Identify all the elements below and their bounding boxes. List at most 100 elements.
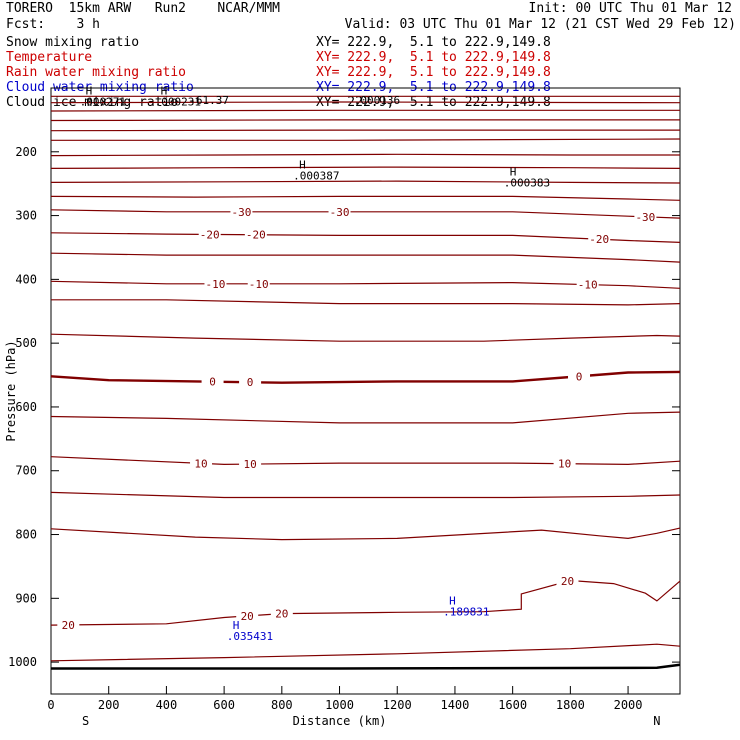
isotherm-label: 20 xyxy=(275,608,288,621)
isotherm-label: -10 xyxy=(578,279,598,292)
isotherm-line xyxy=(50,370,681,384)
y-tick-label: 600 xyxy=(15,400,37,414)
cloud-water-max-marker: H xyxy=(449,595,456,608)
isotherm-line xyxy=(50,643,681,662)
x-tick-label: 200 xyxy=(98,698,120,712)
isotherm-label: -30 xyxy=(635,211,655,224)
x-tick-label: 0 xyxy=(47,698,54,712)
isotherm-line xyxy=(50,252,681,263)
x-tick-label: 400 xyxy=(156,698,178,712)
legend-snow-xy: XY= 222.9, 5.1 to 222.9,149.8 xyxy=(316,35,551,50)
isotherm-label-bg xyxy=(190,457,213,470)
legend-temperature-xy: XY= 222.9, 5.1 to 222.9,149.8 xyxy=(316,50,551,65)
x-tick-label: 2000 xyxy=(614,698,643,712)
south-label: S xyxy=(82,714,89,728)
x-tick-label: 800 xyxy=(271,698,293,712)
cloud-ice-max-value: -61.37 xyxy=(189,94,229,107)
isotherm-label: -10 xyxy=(249,278,269,291)
legend-rain-label: Rain water mixing ratio xyxy=(6,65,187,80)
isotherm-label: 0 xyxy=(209,376,216,389)
header-valid: Valid: 03 UTC Thu 01 Mar 12 (21 CST Wed … xyxy=(344,17,736,32)
header-init: Init: 00 UTC Thu 01 Mar 12 xyxy=(528,1,733,16)
y-tick-label: 200 xyxy=(15,145,37,159)
isotherm-label-bg xyxy=(201,375,224,388)
isotherm-label-bg xyxy=(244,228,267,241)
isotherm-label-bg xyxy=(568,370,591,383)
isotherm-label-bg xyxy=(270,607,293,620)
isotherm-label-bg xyxy=(247,277,270,290)
isotherm-label-bg xyxy=(230,205,253,218)
isotherm-line xyxy=(50,456,681,466)
isotherm-label: 20 xyxy=(561,575,574,588)
cloud-ice-max-value: .000136 xyxy=(354,94,400,107)
y-tick-label: 800 xyxy=(15,528,37,542)
isotherm-label: -30 xyxy=(330,206,350,219)
isotherm-line xyxy=(50,119,680,122)
y-tick-label: 700 xyxy=(15,464,37,478)
cloud-water-max-value: .189831 xyxy=(443,606,489,619)
y-tick-label: 1000 xyxy=(8,655,37,669)
y-tick-label: 900 xyxy=(15,591,37,605)
isotherm-label-bg xyxy=(239,458,262,471)
y-tick-label: 500 xyxy=(15,336,37,350)
isotherm-line xyxy=(51,138,681,141)
isotherm-line xyxy=(50,280,681,289)
isotherm-line xyxy=(50,209,681,219)
y-tick-label: 400 xyxy=(15,272,37,286)
legend-rain-xy: XY= 222.9, 5.1 to 222.9,149.8 xyxy=(316,65,551,80)
plot-frame xyxy=(50,87,681,695)
isotherm-line xyxy=(51,299,681,306)
isotherm-label-bg xyxy=(57,618,80,631)
header-title: TORERO 15km ARW Run2 NCAR/MMM xyxy=(6,1,280,16)
cloud-ice-max-marker: H xyxy=(86,84,93,97)
isotherm-label-bg xyxy=(204,277,227,290)
isotherm-label-bg xyxy=(556,575,579,588)
isotherm-label-bg xyxy=(588,233,611,246)
isotherm-line xyxy=(50,153,680,157)
isotherm-line xyxy=(50,109,680,112)
isotherm-line xyxy=(50,166,681,169)
isotherm-label-bg xyxy=(239,376,262,389)
terrain-line xyxy=(51,663,681,670)
y-tick-label: 300 xyxy=(15,209,37,223)
x-tick-label: 1600 xyxy=(498,698,527,712)
isotherm-line xyxy=(50,491,681,499)
cloud-ice-max-value: .000231 xyxy=(155,95,201,108)
legend-snow-label: Snow mixing ratio xyxy=(6,35,140,50)
isotherm-line xyxy=(50,195,681,201)
cloud-ice-max-value: .000383 xyxy=(504,176,550,189)
isotherm-label: -20 xyxy=(246,229,266,242)
isotherm-line xyxy=(50,411,681,424)
cloud-ice-max-marker: H xyxy=(510,165,517,178)
isotherm-label-bg xyxy=(634,210,657,223)
x-tick-label: 1000 xyxy=(325,698,354,712)
cloud-water-max-value: .035431 xyxy=(227,630,273,643)
x-tick-label: 600 xyxy=(213,698,235,712)
isotherm-label-bg xyxy=(576,278,599,291)
isotherm-line xyxy=(50,129,680,132)
cloud-ice-max-value: .000387 xyxy=(293,169,339,182)
cloud-ice-max-marker: H xyxy=(299,158,306,171)
cloud-ice-max-marker: H xyxy=(161,84,168,97)
isotherm-line xyxy=(50,180,681,184)
isotherm-line xyxy=(50,232,681,243)
legend-temperature-label: Temperature xyxy=(6,50,93,65)
isotherm-label: 0 xyxy=(576,370,583,383)
north-label: N xyxy=(653,714,660,728)
isotherm-line xyxy=(50,527,681,541)
x-tick-label: 1200 xyxy=(383,698,412,712)
isotherm-label-bg xyxy=(236,609,259,622)
cloud-water-max-marker: H xyxy=(233,619,240,632)
isotherm-line xyxy=(50,101,681,104)
isotherm-label: 10 xyxy=(558,458,571,471)
isotherm-label: -20 xyxy=(589,233,609,246)
x-tick-label: 1400 xyxy=(440,698,469,712)
isotherm-label: 10 xyxy=(243,458,256,471)
isotherm-line xyxy=(50,579,681,626)
y-axis-label: Pressure (hPa) xyxy=(4,340,18,441)
isotherm-label-bg xyxy=(198,228,221,241)
isotherm-label: -10 xyxy=(206,278,226,291)
isotherm-label: 20 xyxy=(241,610,254,623)
cloud-ice-max-value: .000271 xyxy=(80,95,126,108)
